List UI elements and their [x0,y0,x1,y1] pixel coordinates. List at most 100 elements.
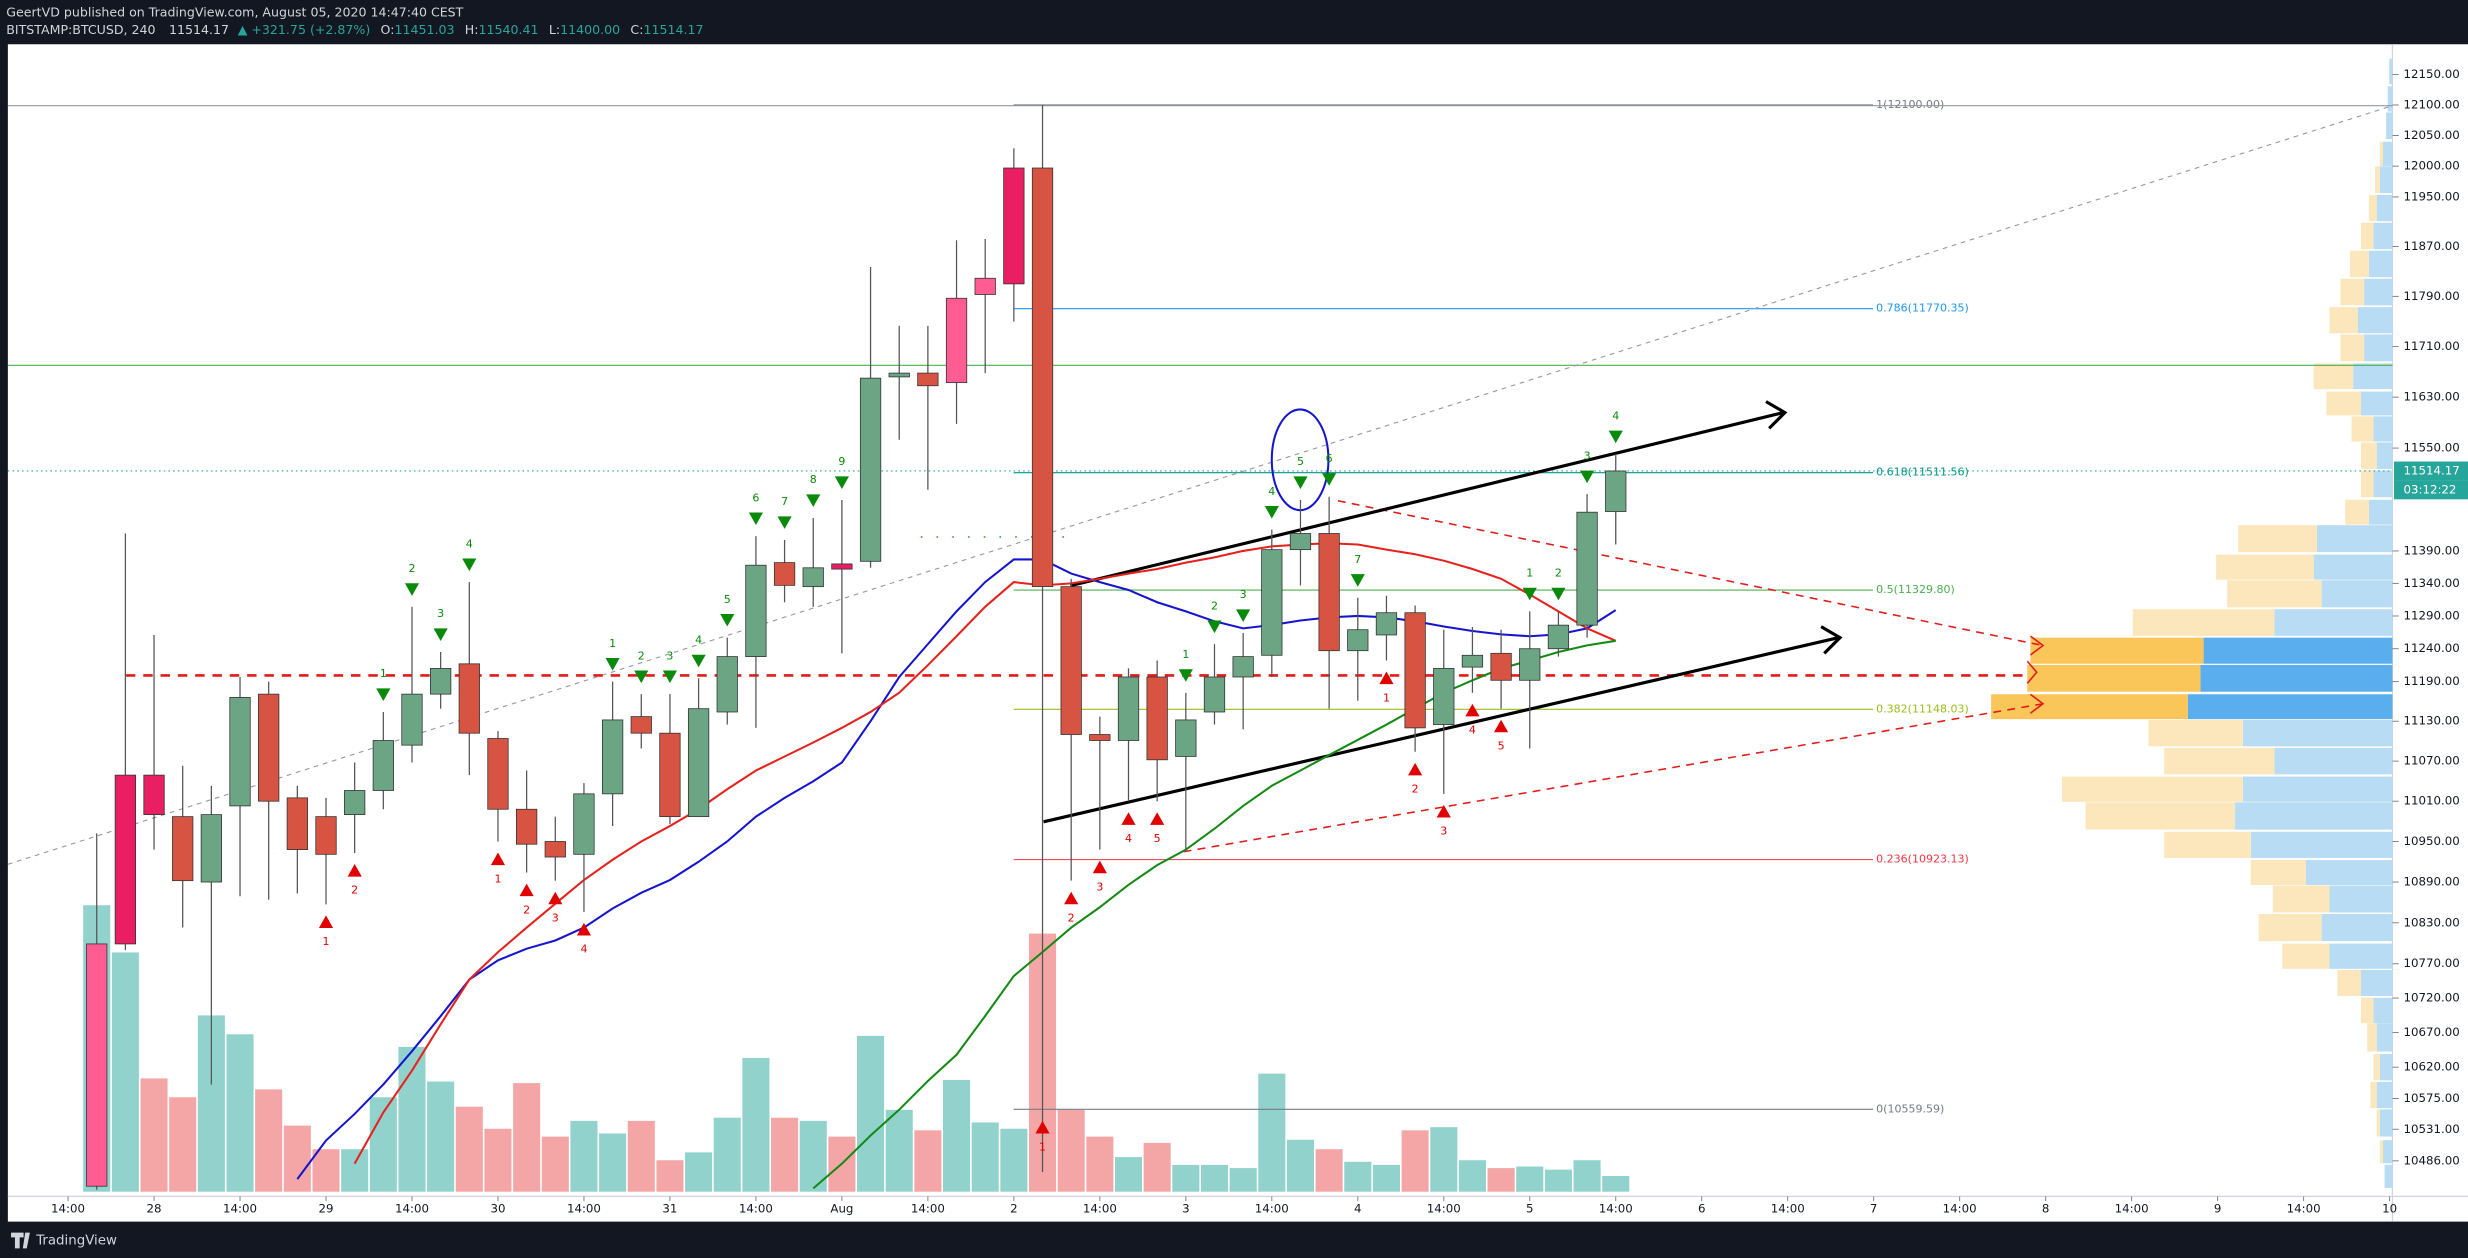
profile-up [2349,250,2369,278]
footer-brand[interactable]: TradingView [35,1233,117,1248]
volume-bar [885,1109,913,1192]
x-tick-label: 14:00 [1255,1202,1289,1216]
x-tick-label: 14:00 [1083,1202,1117,1216]
y-tick-label: 10620.00 [2403,1060,2459,1074]
td-triangle [1092,860,1107,874]
td-count: 2 [1068,911,1075,924]
volume-bar [1544,1169,1572,1192]
td-triangle [748,512,763,526]
td-triangle [1178,669,1193,682]
profile-down [2364,334,2393,362]
volume-bar [111,952,139,1192]
profile-up [2379,141,2384,167]
td-triangle [662,670,678,684]
x-tick-label: 14:00 [2287,1202,2321,1216]
channel-line [1043,636,1839,824]
fib-label: 0.786(11770.35) [1876,302,1969,315]
profile-up [2282,943,2330,969]
ohlc-value: 11514.17 [643,22,703,37]
td-count: 2 [523,903,530,916]
candle-body [716,656,738,713]
volume-bar [1430,1127,1458,1192]
td-count: 6 [752,491,759,504]
profile-down [2329,943,2393,969]
candle-body [1089,734,1111,741]
y-tick-label: 11630.00 [2403,390,2459,404]
x-tick-label: 14:00 [911,1202,945,1216]
volume-bar [1286,1139,1315,1192]
x-tick-label: 9 [2214,1202,2222,1216]
profile-up [2272,885,2330,913]
td-triangle [1350,574,1365,587]
y-tick-label: 10670.00 [2403,1025,2459,1039]
td-triangle [318,915,334,929]
candle-body [1519,648,1541,681]
candle-body [1175,719,1197,757]
td-count: 5 [1297,455,1304,468]
candle-body [516,808,538,845]
volume-bar [1000,1128,1028,1192]
candle-body [229,697,251,807]
countdown-tag [2394,480,2468,500]
volume-bar [513,1083,541,1192]
td-count: 3 [1096,880,1103,893]
volume-bar [283,1125,311,1192]
td-triangle [1322,473,1337,486]
x-tick-label: 5 [1526,1202,1534,1216]
x-tick-label: 3 [1182,1202,1190,1216]
profile-down [2316,525,2393,553]
volume-bar [1401,1130,1429,1192]
profile-down [2200,664,2393,692]
candle-body [630,716,652,734]
td-count: 1 [1039,1141,1046,1154]
td-count: 2 [1412,783,1419,796]
candle-body [687,708,710,818]
td-triangle [376,688,391,701]
x-tick-label: 28 [147,1202,162,1216]
volume-bar [1372,1164,1400,1192]
volume-bar [742,1057,770,1192]
td-triangle [777,516,792,529]
candle-body [143,774,165,816]
profile-down [2368,499,2393,525]
volume-bar [1344,1161,1372,1192]
moving-average [812,639,1616,1190]
x-tick-label: 14:00 [223,1202,257,1216]
td-triangle [576,922,592,936]
last-price: 11514.17 [169,22,229,37]
y-tick-label: 11790.00 [2403,289,2459,303]
arrow-head [1820,625,1843,655]
profile-up [2379,1140,2384,1164]
y-tick-label: 11340.00 [2403,576,2459,590]
x-tick-label: 29 [318,1202,333,1216]
y-tick-label: 10950.00 [2403,834,2459,848]
profile-down [2376,194,2393,222]
candle-body [1490,652,1512,681]
y-tick-label: 11550.00 [2403,441,2459,455]
x-tick-label: 14:00 [1943,1202,1977,1216]
fib-label: 0.236(10923.13) [1876,853,1969,866]
td-count: 3 [666,649,673,662]
td-triangle [1293,476,1308,489]
profile-up [2351,416,2374,442]
y-tick-label: 10531.00 [2403,1122,2459,1136]
candle-body [1146,676,1168,761]
volume-bar [1573,1160,1601,1192]
td-count: 4 [1469,724,1476,737]
profile-up [2337,969,2361,996]
profile-up [2340,334,2365,362]
profile-down [2379,166,2393,194]
profile-up [2360,997,2374,1024]
profile-down [2373,470,2393,498]
y-tick-label: 11950.00 [2403,189,2459,203]
volume-bar [685,1152,713,1192]
profile-down [2357,307,2393,334]
td-count: 1 [494,872,501,885]
volume-bar [1458,1160,1486,1192]
volume-bar [1229,1168,1257,1192]
x-tick-label: 8 [2042,1202,2050,1216]
profile-up [2030,637,2204,664]
candle-body [1289,533,1312,551]
td-triangle [462,558,477,572]
candle-body [1461,654,1484,668]
